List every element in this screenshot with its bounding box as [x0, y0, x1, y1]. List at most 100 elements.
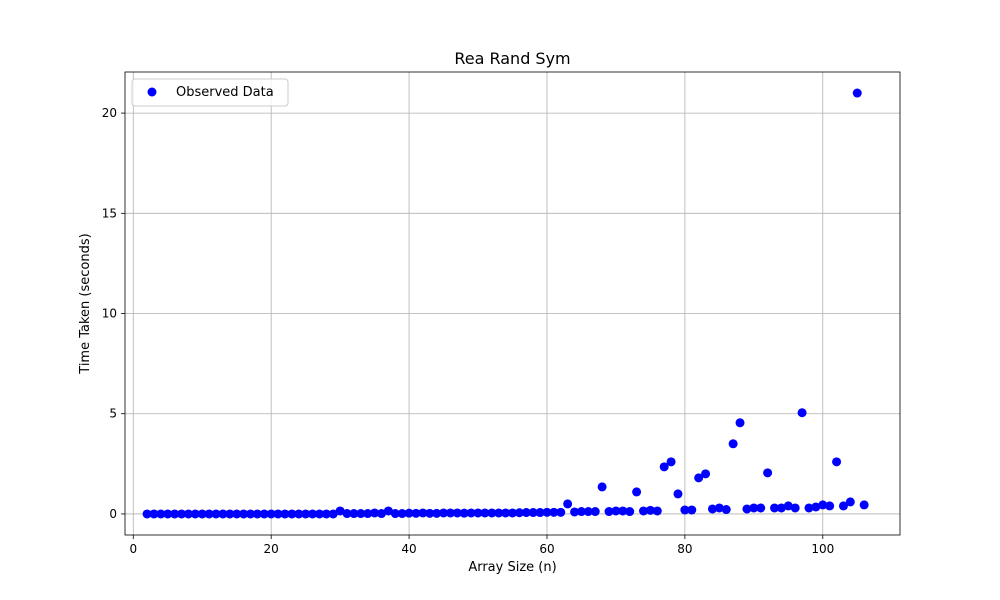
data-point: [632, 487, 642, 497]
data-point: [266, 509, 276, 519]
data-point: [501, 508, 511, 518]
data-point: [687, 505, 697, 515]
legend-marker: [147, 87, 157, 97]
x-tick-label: 40: [401, 542, 416, 556]
data-point: [314, 509, 324, 519]
data-point: [342, 509, 352, 519]
data-point: [542, 507, 552, 517]
data-point: [494, 508, 504, 518]
data-point: [735, 418, 745, 428]
y-tick-label: 15: [102, 206, 117, 220]
data-point: [604, 507, 614, 517]
data-point: [308, 509, 318, 519]
data-point: [804, 503, 814, 513]
data-point: [170, 509, 180, 519]
data-point: [535, 508, 545, 518]
data-point: [845, 497, 855, 507]
data-point: [349, 509, 359, 519]
data-point: [563, 499, 573, 509]
data-point: [328, 509, 338, 519]
ticks-layer: 0 20 40 60 80 100 0 5 10 15 20: [102, 106, 835, 556]
data-point: [183, 509, 193, 519]
y-tick-label: 20: [102, 106, 117, 120]
data-point: [294, 509, 304, 519]
data-point: [432, 508, 442, 518]
data-point: [370, 508, 380, 518]
x-axis-label: Array Size (n): [468, 560, 556, 575]
data-point: [211, 509, 221, 519]
data-point: [549, 507, 559, 517]
data-point: [156, 509, 166, 519]
data-point: [480, 508, 490, 518]
data-point: [197, 509, 207, 519]
x-tick-label: 60: [539, 542, 554, 556]
y-tick-label: 5: [109, 407, 117, 421]
data-point: [321, 509, 331, 519]
data-point: [714, 503, 724, 513]
data-point: [707, 504, 717, 514]
points-layer: [142, 88, 869, 519]
data-point: [680, 505, 690, 515]
data-point: [452, 508, 462, 518]
data-point: [273, 509, 283, 519]
data-point: [363, 509, 373, 519]
data-point: [742, 504, 752, 514]
data-point: [232, 509, 242, 519]
data-point: [590, 507, 600, 517]
data-point: [818, 500, 828, 510]
data-point: [439, 508, 449, 518]
data-point: [832, 457, 842, 467]
data-point: [776, 503, 786, 513]
data-point: [611, 506, 621, 516]
data-point: [280, 509, 290, 519]
x-tick-label: 20: [264, 542, 279, 556]
data-point: [356, 509, 366, 519]
data-point: [390, 509, 400, 519]
data-point: [859, 500, 869, 510]
x-tick-label: 100: [811, 542, 834, 556]
data-point: [770, 503, 780, 513]
data-point: [721, 505, 731, 515]
data-point: [666, 457, 676, 467]
data-point: [204, 509, 214, 519]
data-point: [163, 509, 173, 519]
data-point: [177, 509, 187, 519]
data-point: [576, 507, 586, 517]
x-tick-label: 80: [677, 542, 692, 556]
x-tick-label: 0: [129, 542, 137, 556]
data-point: [473, 508, 483, 518]
data-point: [673, 489, 683, 499]
data-point: [252, 509, 262, 519]
data-point: [645, 505, 655, 515]
data-point: [852, 88, 862, 98]
data-point: [659, 462, 669, 472]
data-point: [335, 506, 345, 516]
data-point: [570, 507, 580, 517]
data-point: [728, 439, 738, 449]
y-tick-label: 0: [109, 507, 117, 521]
data-point: [287, 509, 297, 519]
data-point: [301, 509, 311, 519]
data-point: [556, 507, 566, 517]
data-point: [218, 509, 228, 519]
data-point: [239, 509, 249, 519]
y-axis-label: Time Taken (seconds): [78, 233, 93, 374]
data-point: [639, 506, 649, 516]
data-point: [763, 468, 773, 478]
data-point: [259, 509, 269, 519]
data-point: [418, 508, 428, 518]
legend-label: Observed Data: [176, 85, 274, 100]
data-point: [749, 503, 759, 513]
data-point: [652, 506, 662, 516]
data-point: [838, 501, 848, 511]
data-point: [487, 508, 497, 518]
data-point: [514, 508, 524, 518]
data-point: [625, 507, 635, 517]
data-point: [597, 482, 607, 492]
data-point: [142, 509, 152, 519]
legend: Observed Data: [131, 78, 289, 107]
data-point: [404, 508, 414, 518]
data-point: [618, 506, 628, 516]
data-point: [149, 509, 159, 519]
